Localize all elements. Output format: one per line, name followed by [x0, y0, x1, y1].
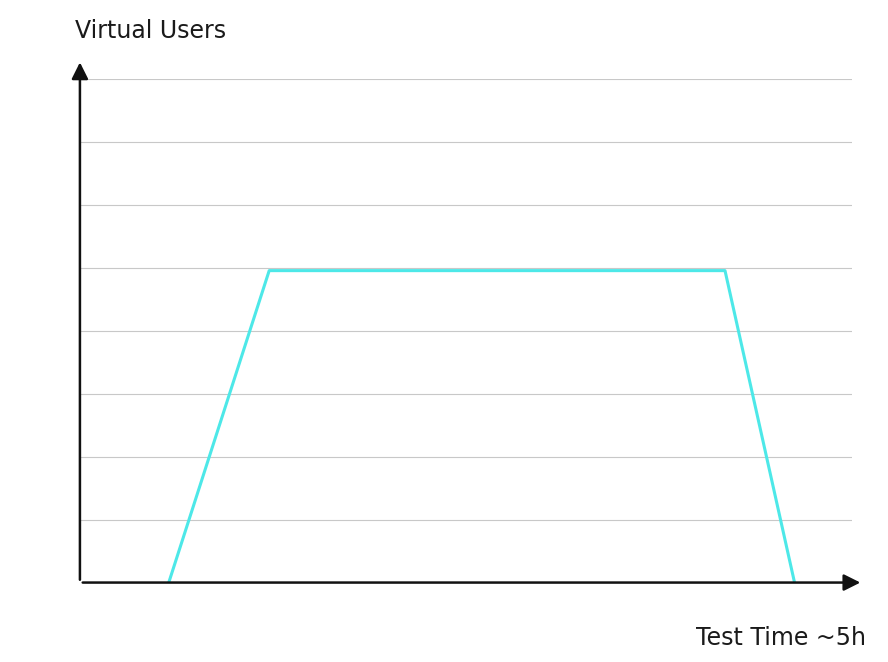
Text: Test Time ~5h: Test Time ~5h: [696, 626, 866, 649]
Text: Virtual Users: Virtual Users: [75, 19, 226, 43]
